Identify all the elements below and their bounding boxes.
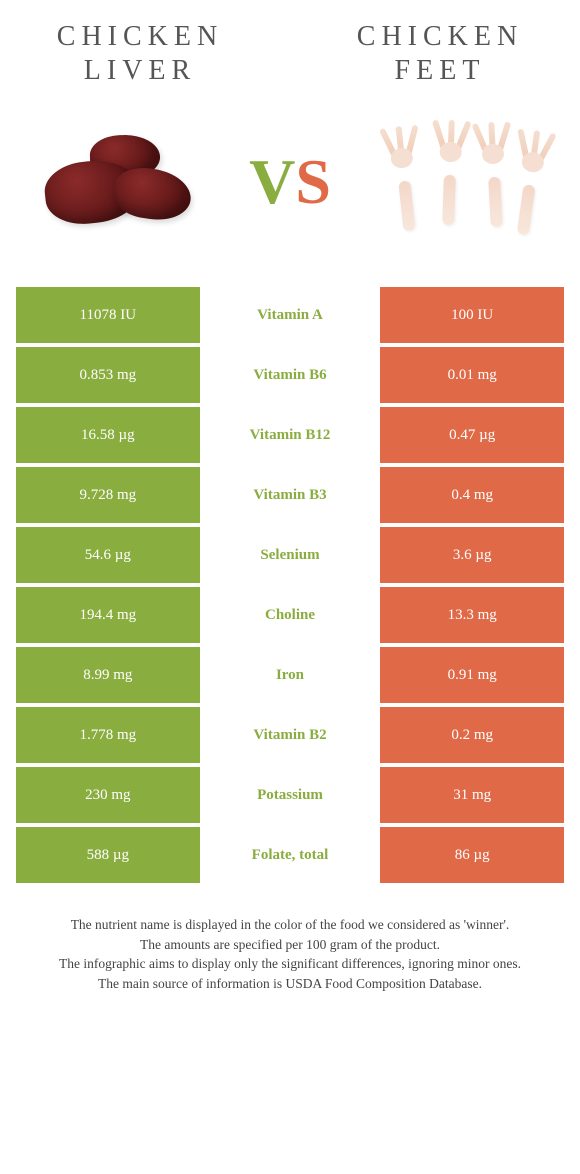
note-line-1: The nutrient name is displayed in the co… [24,915,556,935]
left-value-cell: 16.58 µg [16,407,200,463]
table-row: 16.58 µgVitamin B120.47 µg [16,407,564,463]
left-title-line1: CHICKEN [57,21,223,52]
left-title-line2: LIVER [84,55,196,86]
right-value-cell: 13.3 mg [380,587,564,643]
vs-v: V [249,146,295,217]
left-food-image [30,122,210,242]
nutrient-name-cell: Vitamin B12 [200,407,381,463]
right-value-cell: 0.4 mg [380,467,564,523]
right-value-cell: 31 mg [380,767,564,823]
left-food-title: CHICKEN LIVER [40,20,240,87]
table-row: 54.6 µgSelenium3.6 µg [16,527,564,583]
comparison-table: 11078 IUVitamin A100 IU0.853 mgVitamin B… [0,287,580,883]
right-value-cell: 86 µg [380,827,564,883]
nutrient-name-cell: Vitamin A [200,287,381,343]
chicken-liver-icon [35,127,205,237]
right-value-cell: 0.91 mg [380,647,564,703]
table-row: 230 mgPotassium31 mg [16,767,564,823]
left-value-cell: 8.99 mg [16,647,200,703]
nutrient-name-cell: Selenium [200,527,381,583]
table-row: 8.99 mgIron0.91 mg [16,647,564,703]
note-line-2: The amounts are specified per 100 gram o… [24,935,556,955]
left-value-cell: 230 mg [16,767,200,823]
nutrient-name-cell: Vitamin B2 [200,707,381,763]
right-title-line1: CHICKEN [357,21,523,52]
left-value-cell: 54.6 µg [16,527,200,583]
table-row: 9.728 mgVitamin B30.4 mg [16,467,564,523]
footer-notes: The nutrient name is displayed in the co… [0,887,580,1013]
note-line-3: The infographic aims to display only the… [24,954,556,974]
right-value-cell: 100 IU [380,287,564,343]
vs-label: VS [249,145,331,219]
table-row: 588 µgFolate, total86 µg [16,827,564,883]
left-value-cell: 1.778 mg [16,707,200,763]
left-value-cell: 11078 IU [16,287,200,343]
right-value-cell: 0.2 mg [380,707,564,763]
table-row: 11078 IUVitamin A100 IU [16,287,564,343]
table-row: 0.853 mgVitamin B60.01 mg [16,347,564,403]
nutrient-name-cell: Vitamin B3 [200,467,381,523]
hero-row: VS [0,97,580,287]
nutrient-name-cell: Folate, total [200,827,381,883]
note-line-4: The main source of information is USDA F… [24,974,556,994]
nutrient-name-cell: Iron [200,647,381,703]
nutrient-name-cell: Potassium [200,767,381,823]
right-value-cell: 0.01 mg [380,347,564,403]
titles-row: CHICKEN LIVER CHICKEN FEET [0,0,580,97]
vs-s: S [295,146,331,217]
right-title-line2: FEET [395,55,486,86]
table-row: 1.778 mgVitamin B20.2 mg [16,707,564,763]
left-value-cell: 194.4 mg [16,587,200,643]
left-value-cell: 588 µg [16,827,200,883]
chicken-feet-icon [375,122,545,242]
nutrient-name-cell: Choline [200,587,381,643]
right-food-image [370,122,550,242]
right-value-cell: 3.6 µg [380,527,564,583]
table-row: 194.4 mgCholine13.3 mg [16,587,564,643]
left-value-cell: 9.728 mg [16,467,200,523]
nutrient-name-cell: Vitamin B6 [200,347,381,403]
right-food-title: CHICKEN FEET [340,20,540,87]
left-value-cell: 0.853 mg [16,347,200,403]
right-value-cell: 0.47 µg [380,407,564,463]
